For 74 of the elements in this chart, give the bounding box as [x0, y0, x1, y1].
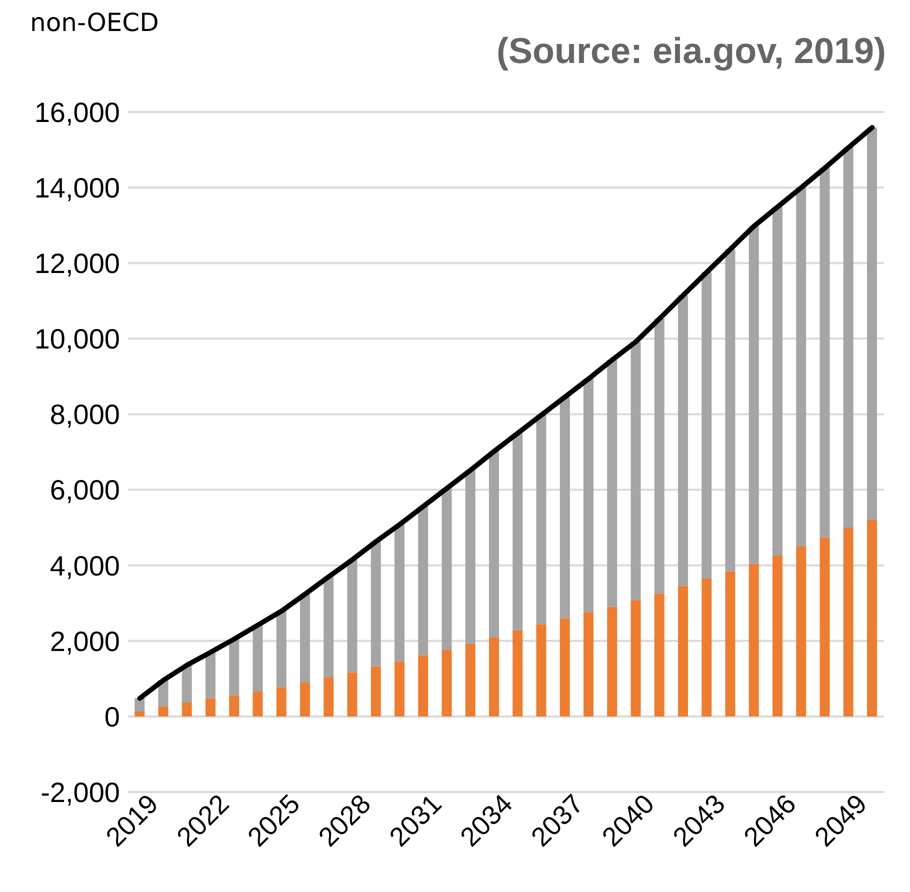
bar: [654, 318, 664, 594]
bar: [370, 666, 381, 716]
bar: [465, 470, 476, 644]
bar: [772, 556, 782, 716]
bar: [465, 644, 476, 716]
bar: [725, 571, 736, 716]
y-tick-label: 14,000: [34, 172, 120, 204]
y-tick-label: 4,000: [50, 550, 120, 582]
bar: [252, 692, 263, 716]
bar: [205, 698, 216, 716]
bar: [229, 639, 240, 696]
bar: [748, 564, 759, 716]
bar: [820, 168, 830, 538]
bar: [134, 698, 145, 712]
bar: [347, 560, 358, 672]
bar: [252, 625, 263, 692]
bar: [394, 661, 404, 716]
bar: [182, 665, 192, 702]
bar: [418, 506, 428, 656]
bar: [843, 148, 854, 528]
y-tick-label: 0: [104, 701, 120, 732]
bar: [583, 612, 594, 716]
bar: [158, 706, 168, 716]
bar: [442, 650, 452, 716]
bar: [418, 655, 428, 716]
bar: [229, 695, 240, 716]
bar: [324, 576, 334, 678]
bar: [300, 682, 310, 716]
y-tick-label: 8,000: [50, 399, 120, 430]
y-tick-label: 10,000: [34, 324, 120, 355]
bar: [488, 451, 499, 638]
bar: [560, 396, 570, 618]
y-tick-label: 6,000: [50, 474, 120, 506]
bar: [866, 127, 877, 520]
y-tick-label: 2,000: [50, 626, 120, 657]
bar: [607, 606, 618, 716]
bar: [820, 537, 830, 716]
bar: [630, 600, 641, 716]
bar: [796, 188, 806, 546]
bar: [654, 594, 664, 716]
y-tick-label: 12,000: [34, 248, 120, 280]
bar: [347, 672, 358, 716]
bar: [607, 360, 618, 607]
bar: [370, 542, 381, 666]
bar: [772, 206, 782, 556]
bar: [512, 630, 523, 716]
bar: [796, 546, 806, 716]
bar: [276, 687, 286, 716]
bar: [560, 618, 570, 716]
bar: [394, 524, 404, 662]
bar: [488, 637, 499, 716]
bar: [843, 528, 854, 716]
bar: [182, 702, 192, 716]
bar: [702, 578, 712, 716]
bar: [748, 226, 759, 564]
bar: [536, 624, 546, 716]
bar: [866, 520, 877, 716]
bar: [583, 378, 594, 612]
bar: [702, 272, 712, 579]
bar: [725, 249, 736, 572]
bar: [324, 677, 334, 716]
bar: [512, 433, 523, 630]
bar: [276, 611, 286, 688]
bar: [300, 594, 310, 682]
bar: [536, 414, 546, 624]
bar: [630, 342, 641, 600]
y-tick-label: 16,000: [34, 96, 120, 128]
text: (Source: eia.gov, 2019): [496, 30, 886, 72]
bar: [134, 712, 145, 716]
bar: [205, 652, 216, 698]
bar: [678, 295, 688, 586]
bar: [678, 586, 688, 716]
chart-title: non-OECD: [30, 8, 159, 37]
bar: [442, 488, 452, 650]
